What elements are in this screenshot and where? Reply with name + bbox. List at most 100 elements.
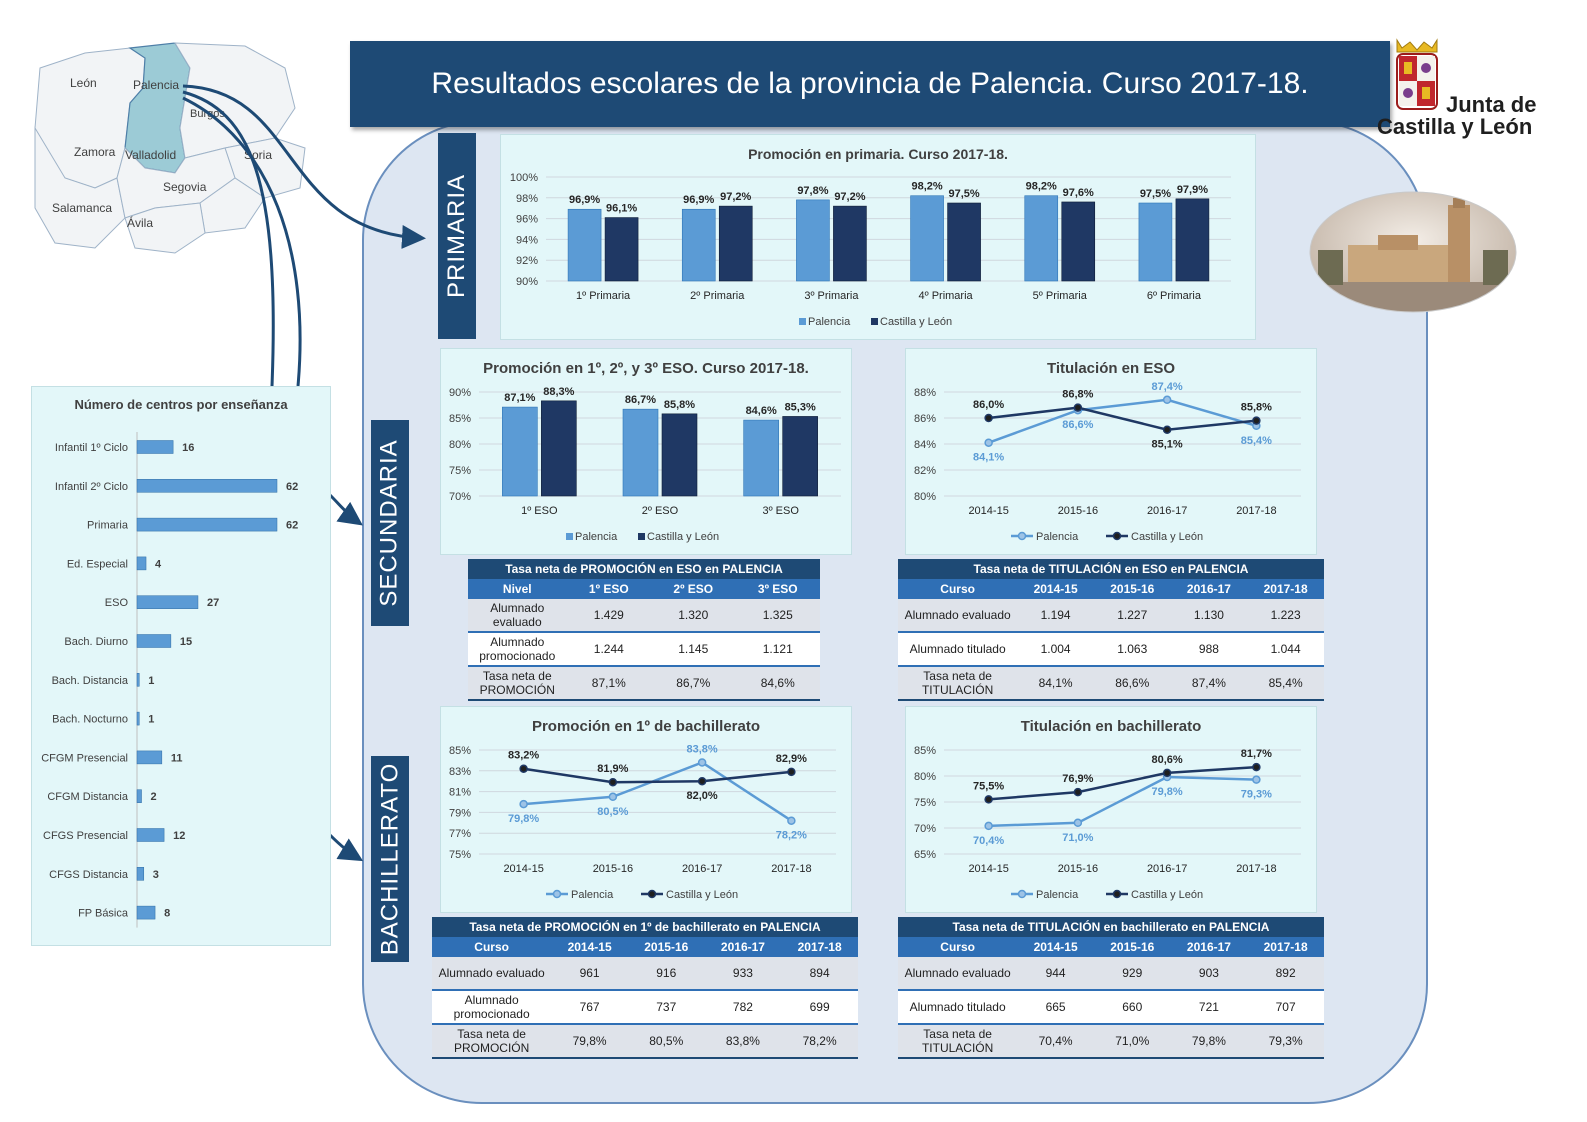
eso-prom-panel: Promoción en 1º, 2º, y 3º ESO. Curso 201… [440, 348, 852, 555]
centros-category-label: Ed. Especial [67, 558, 128, 570]
legend-marker-cyl [1112, 531, 1122, 541]
data-label: 98,2% [1026, 181, 1057, 193]
y-tick-label: 75% [449, 465, 471, 477]
point-palencia [1162, 395, 1172, 405]
x-tick-label: 2015-16 [1058, 863, 1098, 875]
y-tick-label: 79% [449, 807, 471, 819]
centros-value-label: 4 [155, 558, 162, 570]
map-label-salamanca: Salamanca [52, 201, 113, 215]
table-header-cell: 2017-18 [781, 937, 858, 957]
map-label-zamora: Zamora [74, 145, 116, 159]
y-tick-label: 94% [516, 234, 538, 246]
primaria-chart-title: Promoción en primaria. Curso 2017-18. [748, 146, 1008, 162]
table-header-cell: 2014-15 [551, 937, 628, 957]
legend-label-cyl: Castilla y León [1131, 531, 1203, 543]
legend-swatch-palencia [799, 318, 806, 325]
centros-category-label: Infantil 1º Ciclo [55, 442, 128, 454]
table-cell: 916 [627, 957, 705, 991]
legend-swatch-cyl [871, 318, 878, 325]
data-label: 81,7% [1241, 748, 1272, 760]
legend-label-cyl: Castilla y León [647, 531, 719, 543]
table-cell: 80,5% [627, 1024, 705, 1059]
centros-category-label: Bach. Nocturno [52, 714, 128, 726]
table-cell: 86,7% [651, 666, 736, 701]
y-tick-label: 75% [914, 797, 936, 809]
bar-cyl [718, 205, 753, 282]
table-cell: 903 [1170, 957, 1248, 991]
bar-cyl [541, 400, 577, 497]
bar-palencia [796, 199, 830, 282]
point-cyl [1073, 403, 1083, 412]
data-label: 97,6% [1063, 187, 1094, 199]
table-cell: 78,2% [781, 1024, 858, 1059]
bach-prom-table: Tasa neta de PROMOCIÓN en 1º de bachille… [432, 917, 858, 1059]
point-cyl [1252, 762, 1261, 772]
table-header-cell: 2014-15 [1017, 937, 1094, 957]
centros-value-label: 12 [173, 830, 185, 842]
legend-marker-palencia [1017, 531, 1027, 541]
eso-tit-table: Tasa neta de TITULACIÓN en ESO en PALENC… [898, 559, 1324, 701]
data-label: 76,9% [1062, 773, 1093, 785]
bar-palencia [622, 408, 659, 497]
data-label: 84,1% [973, 452, 1004, 464]
data-label: 85,3% [785, 401, 816, 413]
y-tick-label: 85% [449, 413, 471, 425]
y-tick-label: 77% [449, 828, 471, 840]
centros-bar [136, 905, 156, 920]
table-row: Tasa neta de TITULACIÓN 70,4% 71,0% 79,8% 79… [898, 1024, 1324, 1059]
centros-category-label: Infantil 2º Ciclo [55, 481, 128, 493]
data-label: 86,7% [625, 394, 656, 406]
table-header-cell: 3º ESO [735, 579, 820, 599]
table-cell: 660 [1093, 990, 1171, 1025]
table-row-label: Tasa neta de PROMOCIÓN [468, 666, 567, 701]
y-tick-label: 65% [914, 849, 936, 861]
line-cyl [988, 765, 1257, 801]
centros-value-label: 2 [151, 791, 157, 803]
bach-tit-panel: Titulación en bachillerato 65% 70% 75% 80% 8… [905, 706, 1317, 913]
eso-tit-chart-title: Titulación en ESO [1046, 360, 1176, 377]
centros-bar [136, 479, 278, 493]
line-palencia [523, 761, 793, 822]
data-label: 85,1% [1152, 439, 1183, 451]
table-row-label: Alumnado evaluado [432, 957, 552, 991]
point-cyl [984, 413, 993, 423]
centros-value-label: 62 [286, 481, 298, 493]
data-label: 70,4% [973, 835, 1004, 847]
region-map [34, 42, 306, 254]
table-header-cell: 2014-15 [1017, 579, 1094, 599]
table-row: Tasa neta de PROMOCIÓN 87,1% 86,7% 84,6% [468, 666, 820, 701]
y-tick-label: 98% [516, 193, 538, 205]
x-tick-label: 3º ESO [762, 505, 799, 517]
table-header-cell: 2015-16 [1093, 579, 1171, 599]
eso-prom-chart: 70% 75% 80% 85% 90% 87,1% 88,3% 1º ESO 86,7% 85,8… [449, 386, 841, 543]
table-row: Alumnado titulado 665 660 721 707 [898, 990, 1324, 1025]
data-label: 97,2% [834, 191, 865, 203]
x-tick-label: 2016-17 [682, 863, 722, 875]
table-row-label: Tasa neta de TITULACIÓN [898, 1024, 1018, 1059]
table-cell: 892 [1247, 957, 1324, 991]
table-header-cell: 2º ESO [651, 579, 736, 599]
x-tick-label: 1º ESO [521, 505, 558, 517]
table-row: Alumnado promocionado 1.244 1.145 1.121 [468, 632, 820, 667]
data-label: 88,3% [543, 386, 574, 398]
section-label-bachillerato: BACHILLERATO [371, 756, 409, 962]
point-palencia [984, 821, 993, 831]
eso-prom-chart-title: Promoción en 1º, 2º, y 3º ESO. Curso 201… [483, 360, 809, 377]
table-cell: 1.063 [1093, 632, 1171, 667]
x-tick-label: 3º Primaria [804, 290, 859, 302]
table-cell: 83,8% [704, 1024, 782, 1059]
cathedral-photo [1309, 191, 1517, 313]
table-cell: 1.044 [1247, 632, 1324, 667]
point-palencia [787, 816, 796, 825]
table-caption: Tasa neta de PROMOCIÓN en ESO en PALENCI… [468, 559, 820, 579]
data-label: 96,1% [606, 203, 637, 215]
bach-prom-chart-title: Promoción en 1º de bachillerato [531, 718, 761, 735]
centros-category-label: CFGS Presencial [43, 830, 128, 842]
data-label: 85,4% [1241, 435, 1272, 447]
table-row: Tasa neta de PROMOCIÓN 79,8% 80,5% 83,8% 78,… [432, 1024, 858, 1059]
table-cell: 1.429 [566, 599, 652, 633]
table-cell: 707 [1247, 990, 1324, 1025]
x-tick-label: 2014-15 [968, 863, 1008, 875]
data-label: 96,9% [683, 194, 714, 206]
table-row-label: Tasa neta de PROMOCIÓN [432, 1024, 552, 1059]
